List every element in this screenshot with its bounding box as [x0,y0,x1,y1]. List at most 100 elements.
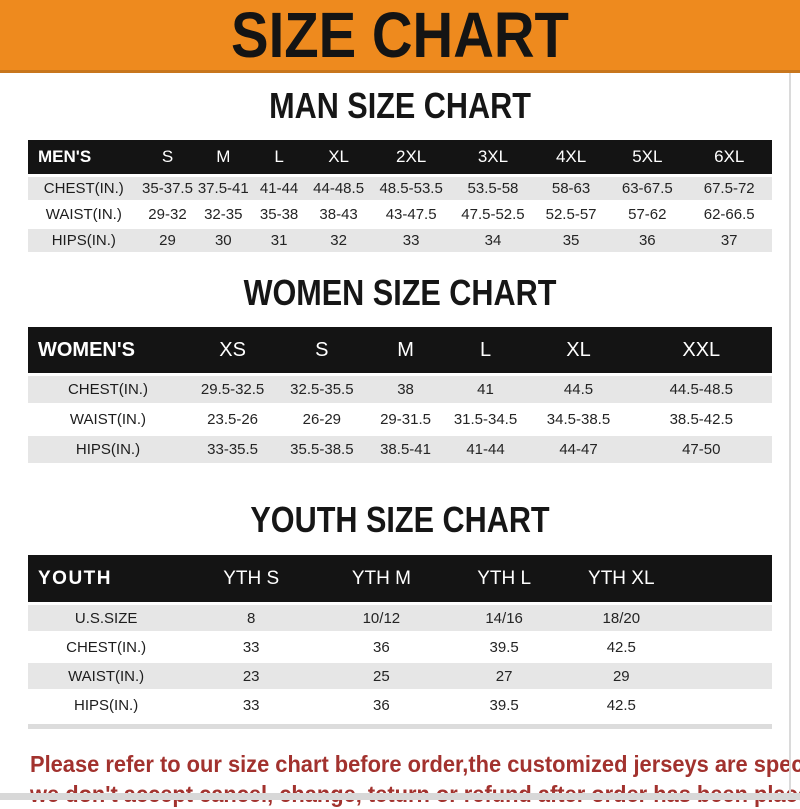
cell: 48.5-53.5 [370,177,453,200]
cell: 33 [184,692,319,718]
men-size-col: 5XL [632,147,663,166]
men-chest-row: CHEST(IN.) 35-37.5 37.5-41 41-44 44-48.5… [28,177,772,200]
man-section-heading: MAN SIZE CHART [0,88,800,124]
cell: 57-62 [608,203,687,226]
men-size-col: M [216,147,231,166]
cell: 30 [195,229,252,252]
cell: 29.5-32.5 [187,376,278,403]
row-label: HIPS(IN.) [28,229,140,252]
cell: 23 [184,663,319,689]
cell: 37 [686,229,772,252]
cell: 37.5-41 [195,177,252,200]
row-label: CHEST(IN.) [28,634,185,660]
youth-size-col: YTH S [223,567,280,589]
youth-table-bottom-strip [28,724,772,729]
cell: 29 [563,663,679,689]
youth-section-heading: YOUTH SIZE CHART [0,502,800,538]
women-heading-text: WOMEN SIZE CHART [243,272,557,313]
cell: 38 [366,376,445,403]
women-table-label: WOMEN'S [38,338,135,361]
cell: 32.5-35.5 [277,376,367,403]
youth-size-col: YTH M [351,567,411,589]
cell: 10/12 [318,605,445,631]
cell: 52.5-57 [533,203,609,226]
row-label: CHEST(IN.) [28,376,188,403]
cell: 41 [444,376,527,403]
cell: 35 [533,229,609,252]
cell: 8 [184,605,319,631]
page-bottom-band [0,793,800,800]
cell: 35-38 [251,203,307,226]
row-label: U.S.SIZE [28,605,185,631]
cell: 35-37.5 [139,177,196,200]
men-hips-row: HIPS(IN.) 29 30 31 32 33 34 35 36 37 [28,229,772,252]
women-hips-row: HIPS(IN.) 33-35.5 35.5-38.5 38.5-41 41-4… [28,436,772,463]
women-size-col: XS [219,338,246,361]
men-size-col: 3XL [477,147,509,166]
youth-header-row: YOUTH YTH S YTH M YTH L YTH XL [28,555,772,602]
cell: 38.5-42.5 [630,406,772,433]
youth-table-label: YOUTH [38,567,112,589]
women-size-table: WOMEN'S XS S M L XL XXL CHEST(IN.) 29.5-… [28,324,772,466]
youth-waist-row: WAIST(IN.) 23 25 27 29 [28,663,772,689]
youth-ussize-row: U.S.SIZE 8 10/12 14/16 18/20 [28,605,772,631]
spacer-cell [678,692,772,718]
cell: 41-44 [251,177,307,200]
spacer-cell [678,634,772,660]
cell: 42.5 [563,634,679,660]
row-label: WAIST(IN.) [28,203,140,226]
cell: 36 [608,229,687,252]
youth-chest-row: CHEST(IN.) 33 36 39.5 42.5 [28,634,772,660]
cell: 29-31.5 [366,406,445,433]
cell: 53.5-58 [452,177,534,200]
women-chest-row: CHEST(IN.) 29.5-32.5 32.5-35.5 38 41 44.… [28,376,772,403]
cell: 43-47.5 [370,203,453,226]
cell: 34 [452,229,534,252]
row-label: HIPS(IN.) [28,436,188,463]
banner-title: SIZE CHART [231,0,569,71]
women-size-col: L [479,338,492,361]
cell: 32-35 [195,203,252,226]
men-size-col: L [274,147,284,166]
row-label: WAIST(IN.) [28,406,188,433]
cell: 38-43 [306,203,371,226]
youth-size-col: YTH XL [588,567,655,589]
cell: 44.5-48.5 [630,376,772,403]
disclaimer-line-1: Please refer to our size chart before or… [30,751,800,777]
cell: 26-29 [277,406,367,433]
row-label: WAIST(IN.) [28,663,185,689]
cell: 34.5-38.5 [526,406,631,433]
women-size-col: XXL [682,338,721,361]
men-waist-row: WAIST(IN.) 29-32 32-35 35-38 38-43 43-47… [28,203,772,226]
cell: 18/20 [563,605,679,631]
men-table-label: MEN'S [38,147,92,166]
men-size-col: 2XL [396,147,427,166]
women-section-heading: WOMEN SIZE CHART [0,275,800,311]
cell: 39.5 [444,634,564,660]
cell: 27 [444,663,564,689]
cell: 47-50 [630,436,772,463]
youth-hips-row: HIPS(IN.) 33 36 39.5 42.5 [28,692,772,718]
men-header-row: MEN'S S M L XL 2XL 3XL 4XL 5XL 6XL [28,140,772,174]
cell: 32 [306,229,371,252]
cell: 33 [184,634,319,660]
cell: 44-47 [526,436,631,463]
men-size-col: XL [328,147,349,166]
cell: 47.5-52.5 [452,203,534,226]
men-size-col: 6XL [714,147,745,166]
cell: 36 [318,634,445,660]
cell: 31 [251,229,307,252]
cell: 41-44 [444,436,527,463]
spacer-cell [678,663,772,689]
women-header-row: WOMEN'S XS S M L XL XXL [28,327,772,373]
cell: 42.5 [563,692,679,718]
row-label: CHEST(IN.) [28,177,140,200]
cell: 63-67.5 [608,177,687,200]
size-chart-banner: SIZE CHART [0,0,800,73]
women-size-col: M [397,338,414,361]
men-size-col: 4XL [555,147,587,166]
page-right-edge-line [789,73,791,800]
cell: 29-32 [139,203,196,226]
women-size-col: XL [566,338,591,361]
youth-size-col: YTH L [477,567,532,589]
